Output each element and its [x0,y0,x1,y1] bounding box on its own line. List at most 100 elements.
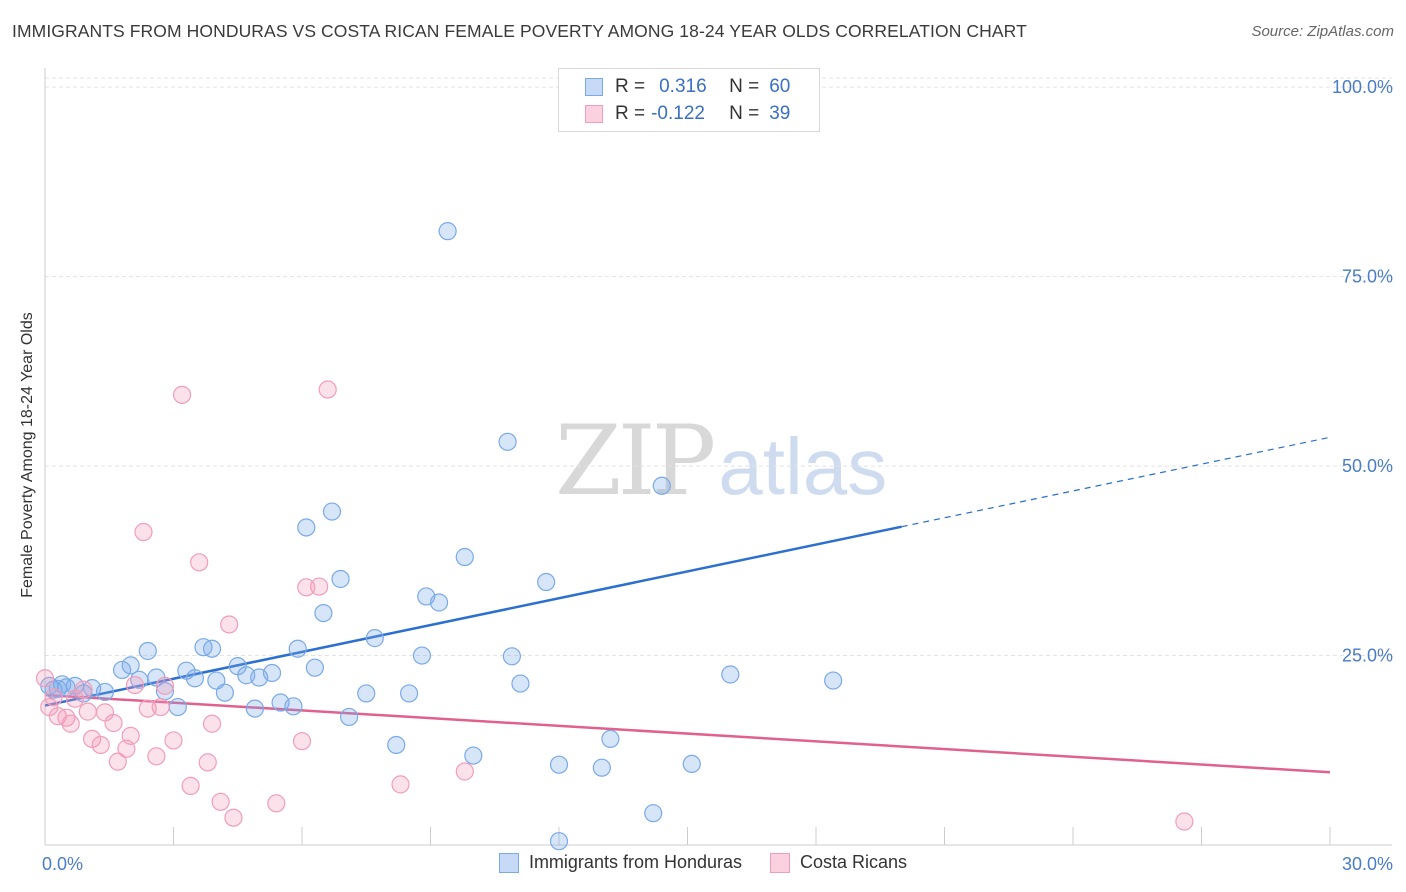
point-honduras [644,804,663,823]
series-legend: Immigrants from Honduras Costa Ricans [0,852,1406,873]
n-label: N = [729,76,760,97]
honduras-swatch [585,78,603,96]
point-costa-rican [78,702,97,721]
y-tick-label: 50.0% [1342,456,1393,476]
point-costa-rican [198,753,217,772]
legend-swatch-costa-ricans [770,852,791,873]
point-costa-rican [181,776,200,795]
point-honduras [168,697,187,717]
point-honduras [305,658,324,677]
point-honduras [215,683,234,702]
point-honduras [502,647,521,666]
point-honduras [95,682,115,702]
point-honduras [498,432,517,451]
point-honduras [429,593,449,612]
point-costa-rican [151,697,170,717]
point-costa-rican [147,747,166,766]
point-honduras [549,832,569,851]
legend-item-costa-ricans: Costa Ricans [770,852,907,873]
n-value: 60 [769,76,791,97]
point-honduras [314,603,333,623]
costa-rica-swatch [585,105,603,123]
point-costa-rican [121,726,140,745]
point-honduras [601,729,620,749]
point-honduras [511,674,530,693]
r-label: R = [615,76,646,97]
point-costa-rican [61,714,80,733]
point-honduras [262,663,282,683]
point-costa-rican [211,792,230,811]
tick-labels: 25.0% 50.0% 75.0% 100.0% 0.0% 30.0% [42,77,1393,874]
point-honduras [438,222,457,241]
point-costa-rican [455,762,474,781]
point-honduras [284,697,303,716]
y-tick-label: 100.0% [1332,77,1393,97]
point-costa-rican [108,752,127,771]
point-costa-rican [220,615,239,634]
point-honduras [288,639,307,658]
point-honduras [48,679,67,698]
point-honduras [365,629,384,648]
point-costa-rican [155,676,175,695]
point-costa-rican [44,688,63,707]
axes [44,68,1392,846]
legend-label-costa-ricans: Costa Ricans [800,852,908,872]
point-honduras [412,646,432,665]
point-costa-rican [318,380,337,399]
stats-row-honduras: R = 0.316 N = 60 [585,75,790,99]
trend-line-honduras [44,525,902,707]
point-costa-rican [125,675,145,695]
point-costa-rican [310,577,329,596]
r-value: 0.316 [659,76,707,97]
point-costa-rican [172,385,192,404]
point-costa-rican [224,808,243,827]
x-tick-label: 30.0% [1342,854,1393,874]
legend-label-honduras: Immigrants from Honduras [528,852,743,872]
y-tick-label: 25.0% [1342,646,1393,666]
point-costa-rican [297,578,316,597]
point-honduras [331,569,350,589]
trend-lines [44,436,1331,774]
point-honduras [121,656,140,675]
chart-title: IMMIGRANTS FROM HONDURAS VS COSTA RICAN … [12,21,1027,41]
legend-swatch-honduras [498,852,519,873]
point-costa-rican [74,680,93,699]
point-honduras [297,518,316,537]
point-costa-rican [391,775,410,794]
point-costa-rican [190,553,209,572]
point-costa-rican [134,522,153,542]
point-honduras [682,754,701,774]
r-value: -0.122 [651,103,705,124]
point-honduras [202,639,222,658]
n-value: 39 [769,103,791,124]
point-honduras [721,665,740,684]
watermark-zip: ZIP [555,405,716,517]
point-costa-rican [267,794,286,813]
grid-lines [45,77,1392,657]
point-costa-rican [164,731,183,750]
point-honduras [455,547,474,567]
point-honduras [112,660,132,680]
n-label: N = [729,103,760,124]
point-honduras [592,758,611,777]
point-honduras [340,707,359,727]
data-points [35,79,1194,851]
r-label: R = [615,103,646,124]
stats-legend: R = 0.316 N = 60 R = -0.122 N = 39 [558,68,820,132]
point-honduras [185,669,205,688]
point-honduras [357,684,376,703]
point-honduras [549,755,569,774]
point-honduras [464,746,483,765]
point-honduras [399,684,419,703]
trend-line-honduras-extension [901,436,1331,528]
point-honduras [245,699,264,718]
point-costa-rican [104,713,123,733]
point-costa-rican [35,669,55,688]
y-tick-label: 75.0% [1342,267,1393,287]
point-honduras [322,502,342,521]
x-tick-label: 0.0% [42,854,83,874]
point-honduras [537,572,556,592]
point-costa-rican [91,735,110,755]
point-costa-rican [1175,812,1194,831]
